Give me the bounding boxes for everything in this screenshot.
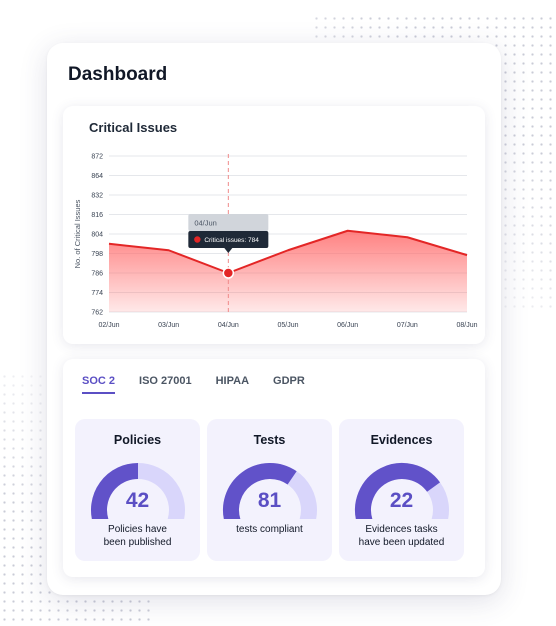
- y-tick-label: 872: [91, 154, 103, 161]
- y-axis-label: No. of Critical Issues: [73, 199, 82, 268]
- page-title: Dashboard: [68, 64, 168, 85]
- chart-tooltip: 04/Jun Critical issues: 784: [188, 214, 269, 253]
- metric-description-line: Evidences tasks: [365, 524, 438, 535]
- tooltip-value: Critical issues: 784: [204, 237, 259, 244]
- metric-card-evidences[interactable]: Evidences 22 Evidences tasks have been upda…: [339, 419, 464, 561]
- metric-card-policies[interactable]: Policies 42 Policies have been published: [75, 419, 200, 561]
- compliance-card: SOC 2 ISO 27001 HIPAA GDPR Policies 42 Polici…: [63, 359, 485, 577]
- y-tick-label: 864: [91, 173, 103, 180]
- tab-soc-2[interactable]: SOC 2: [82, 375, 116, 394]
- y-tick-label: 816: [91, 212, 103, 219]
- tab-iso-27001[interactable]: ISO 27001: [139, 375, 192, 387]
- gauge-fill: [91, 463, 139, 519]
- x-tick-label: 04/Jun: [218, 322, 239, 329]
- gauge-fill: [355, 463, 441, 519]
- metric-description-line: been published: [103, 537, 172, 548]
- y-tick-label: 774: [91, 290, 103, 297]
- x-tick-label: 06/Jun: [337, 322, 358, 329]
- gauge-chart: [91, 463, 185, 519]
- y-tick-label: 832: [91, 193, 103, 200]
- y-tick-label: 804: [91, 232, 103, 239]
- series-area: [109, 230, 467, 312]
- tab-hipaa[interactable]: HIPAA: [215, 375, 250, 387]
- metric-description: Policies have been published: [83, 523, 192, 549]
- highlight-point[interactable]: [222, 267, 235, 279]
- metric-title: Tests: [253, 433, 286, 447]
- x-tick-label: 03/Jun: [158, 322, 179, 329]
- metric-description: tests compliant: [215, 523, 324, 536]
- series-line: [108, 229, 468, 274]
- y-tick-label: 786: [91, 271, 103, 278]
- y-tick-label: 762: [91, 310, 103, 317]
- metric-value: 42: [125, 489, 150, 512]
- metric-value: 81: [257, 489, 282, 512]
- tab-gdpr[interactable]: GDPR: [273, 375, 305, 387]
- gauge-chart: [355, 463, 449, 519]
- metric-title: Evidences: [370, 433, 433, 447]
- metric-card-tests[interactable]: Tests 81 tests compliant: [207, 419, 332, 561]
- metric-description-line: Policies have: [108, 524, 167, 535]
- critical-issues-chart-card: Critical Issues 872 864 832 816 804 798 786 774…: [63, 106, 485, 344]
- x-tick-label: 05/Jun: [277, 322, 298, 329]
- metric-description-line: tests compliant: [236, 524, 303, 535]
- tooltip-series-dot: [194, 236, 201, 243]
- metric-description-line: have been updated: [358, 537, 445, 548]
- x-tick-label: 07/Jun: [397, 322, 418, 329]
- framework-tabs: SOC 2 ISO 27001 HIPAA GDPR: [82, 375, 329, 394]
- tooltip-date: 04/Jun: [194, 219, 217, 228]
- metric-title: Policies: [113, 433, 162, 447]
- metric-value: 22: [389, 489, 414, 512]
- chart-title: Critical Issues: [89, 120, 178, 135]
- gauge-chart: [223, 463, 317, 519]
- critical-issues-chart[interactable]: 872 864 832 816 804 798 786 774 762 No. of Critic…: [63, 106, 485, 344]
- dashboard-card: Dashboard Critical Issues 872 864 832 816 80…: [47, 43, 501, 595]
- x-tick-label: 02/Jun: [98, 322, 119, 329]
- metric-description: Evidences tasks have been updated: [347, 523, 456, 549]
- gauge-fill: [223, 463, 297, 519]
- x-tick-label: 08/Jun: [456, 322, 477, 329]
- y-tick-label: 798: [91, 251, 103, 258]
